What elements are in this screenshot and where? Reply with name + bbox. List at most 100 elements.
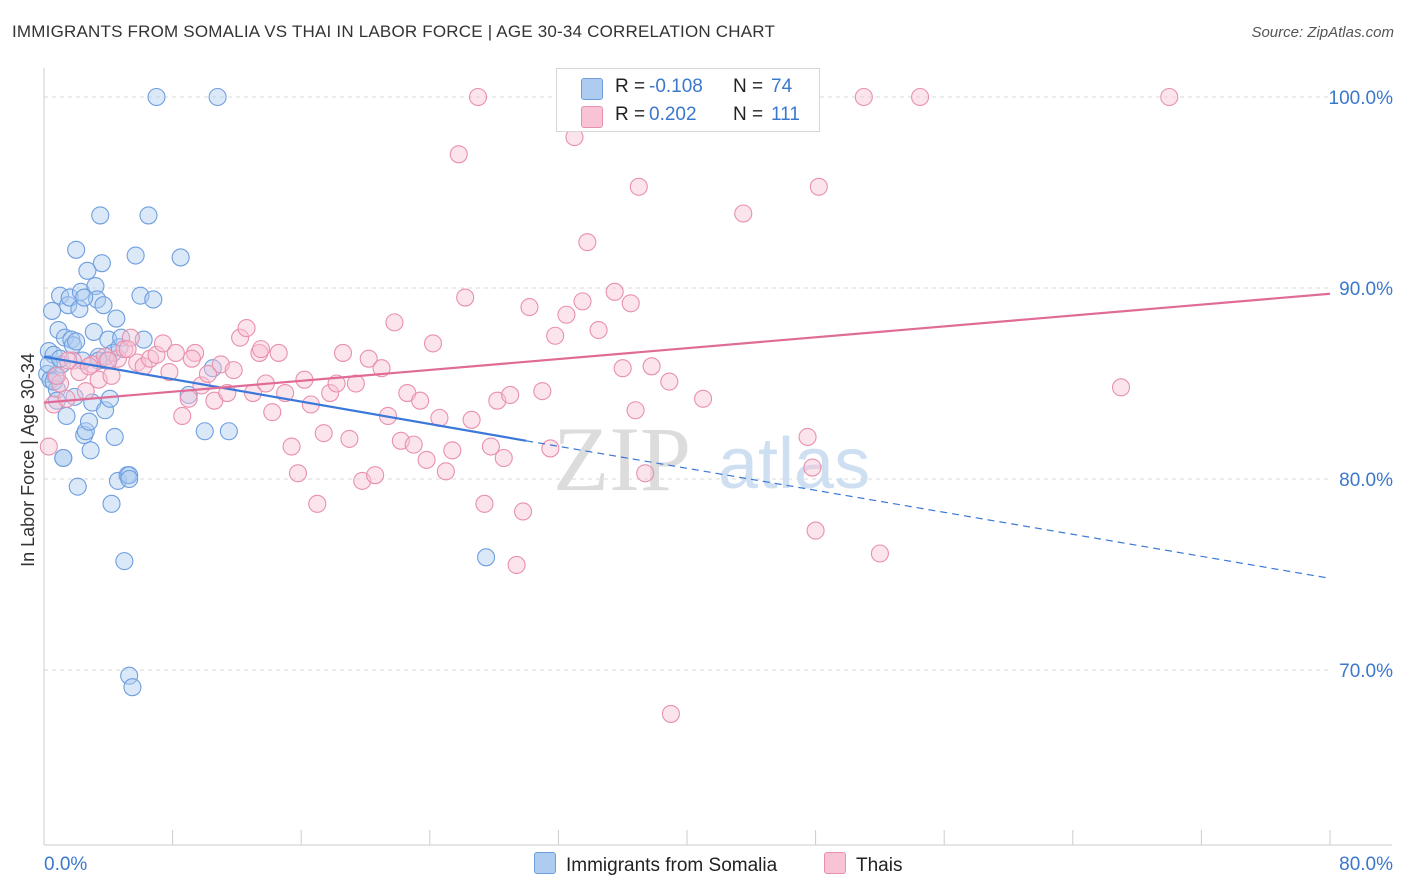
correlation-legend: R = -0.108 N = 74 R = 0.202 N = 111 (556, 68, 820, 132)
point-thais (198, 364, 218, 384)
point-thais (321, 383, 340, 403)
source-note: Source: ZipAtlas.com (1251, 24, 1394, 41)
point-somalia (84, 322, 103, 341)
point-somalia (78, 261, 97, 280)
point-thais (809, 177, 828, 196)
point-thais (589, 320, 608, 340)
series-legend-somalia: Immigrants from Somalia (534, 852, 777, 877)
watermark: ZIP atlas (553, 408, 870, 510)
point-somalia (102, 494, 121, 513)
series-label-somalia: Immigrants from Somalia (566, 855, 778, 876)
point-thais (147, 345, 166, 364)
legend-row-thais: R = 0.202 N = 111 (557, 100, 819, 128)
point-thais (475, 494, 494, 513)
legend-r-value: -0.108 (649, 76, 703, 97)
point-thais (462, 410, 481, 429)
axes (43, 68, 1392, 846)
point-somalia (54, 448, 73, 468)
point-somalia (68, 477, 87, 496)
point-thais (385, 313, 404, 332)
point-thais (182, 349, 201, 368)
point-somalia (126, 246, 145, 265)
point-thais (578, 233, 597, 252)
point-thais (533, 382, 552, 401)
point-thais (468, 87, 488, 107)
point-somalia (86, 277, 105, 296)
point-thais (854, 87, 873, 107)
legend-r-value: 0.202 (649, 104, 697, 125)
point-thais (237, 319, 256, 338)
legend-swatch-somalia (581, 78, 603, 100)
point-somalia (100, 389, 119, 408)
point-thais (911, 87, 930, 107)
gridlines (44, 96, 1330, 671)
point-thais (636, 464, 655, 483)
point-somalia (91, 206, 110, 225)
point-thais (314, 424, 333, 443)
point-thais (1160, 87, 1179, 107)
point-somalia (96, 401, 115, 420)
point-somalia (81, 441, 100, 460)
point-thais (501, 385, 520, 405)
point-somalia (42, 301, 62, 320)
chart-title: IMMIGRANTS FROM SOMALIA VS THAI IN LABOR… (12, 22, 776, 41)
point-thais (153, 334, 173, 353)
point-thais (803, 458, 822, 477)
point-thais (1111, 378, 1131, 397)
point-thais (449, 145, 468, 164)
point-thais (404, 435, 423, 454)
point-thais (186, 343, 205, 362)
point-thais (173, 406, 192, 426)
series-swatch-thais (824, 852, 846, 874)
watermark-atlas: atlas (718, 424, 870, 504)
point-thais (734, 204, 753, 223)
point-thais (121, 328, 140, 347)
point-somalia (92, 254, 111, 273)
legend-r-label: R = (615, 76, 646, 97)
point-somalia (105, 427, 124, 447)
point-thais (359, 349, 378, 368)
trend-thais (43, 292, 1331, 404)
point-thais (372, 359, 391, 378)
point-somalia (120, 466, 139, 485)
point-thais (621, 294, 640, 313)
y-tick-label: 80.0% (1339, 470, 1393, 491)
point-thais (541, 439, 560, 458)
point-thais (224, 361, 243, 380)
series-swatch-somalia (534, 852, 556, 874)
point-thais (507, 555, 526, 575)
y-axis-label: In Labor Force | Age 30-34 (18, 353, 38, 567)
point-somalia (67, 240, 86, 259)
point-thais (263, 403, 282, 422)
point-thais (47, 366, 66, 385)
data-points (38, 87, 1179, 723)
point-thais (366, 466, 385, 485)
point-thais (613, 359, 632, 378)
point-thais (481, 437, 500, 456)
legend-n-label: N = (733, 104, 764, 125)
point-somalia (219, 422, 238, 441)
legend-n-value: 74 (771, 76, 793, 97)
point-thais (118, 340, 137, 359)
point-somalia (67, 332, 86, 351)
point-thais (288, 464, 308, 483)
point-thais (629, 177, 648, 196)
point-thais (806, 521, 825, 540)
point-thais (870, 544, 889, 563)
point-thais (179, 389, 198, 408)
point-thais (660, 372, 679, 391)
point-somalia (477, 548, 496, 567)
legend-swatch-thais (581, 106, 603, 128)
point-thais (411, 391, 430, 410)
point-somalia (49, 320, 68, 340)
point-thais (308, 494, 327, 513)
point-thais (557, 305, 576, 324)
point-thais (520, 298, 539, 317)
point-thais (546, 326, 565, 345)
point-thais (269, 343, 288, 362)
series-label-thais: Thais (856, 855, 903, 876)
x-tick-label: 80.0% (1339, 854, 1393, 875)
point-somalia (108, 471, 127, 490)
point-thais (231, 328, 250, 347)
